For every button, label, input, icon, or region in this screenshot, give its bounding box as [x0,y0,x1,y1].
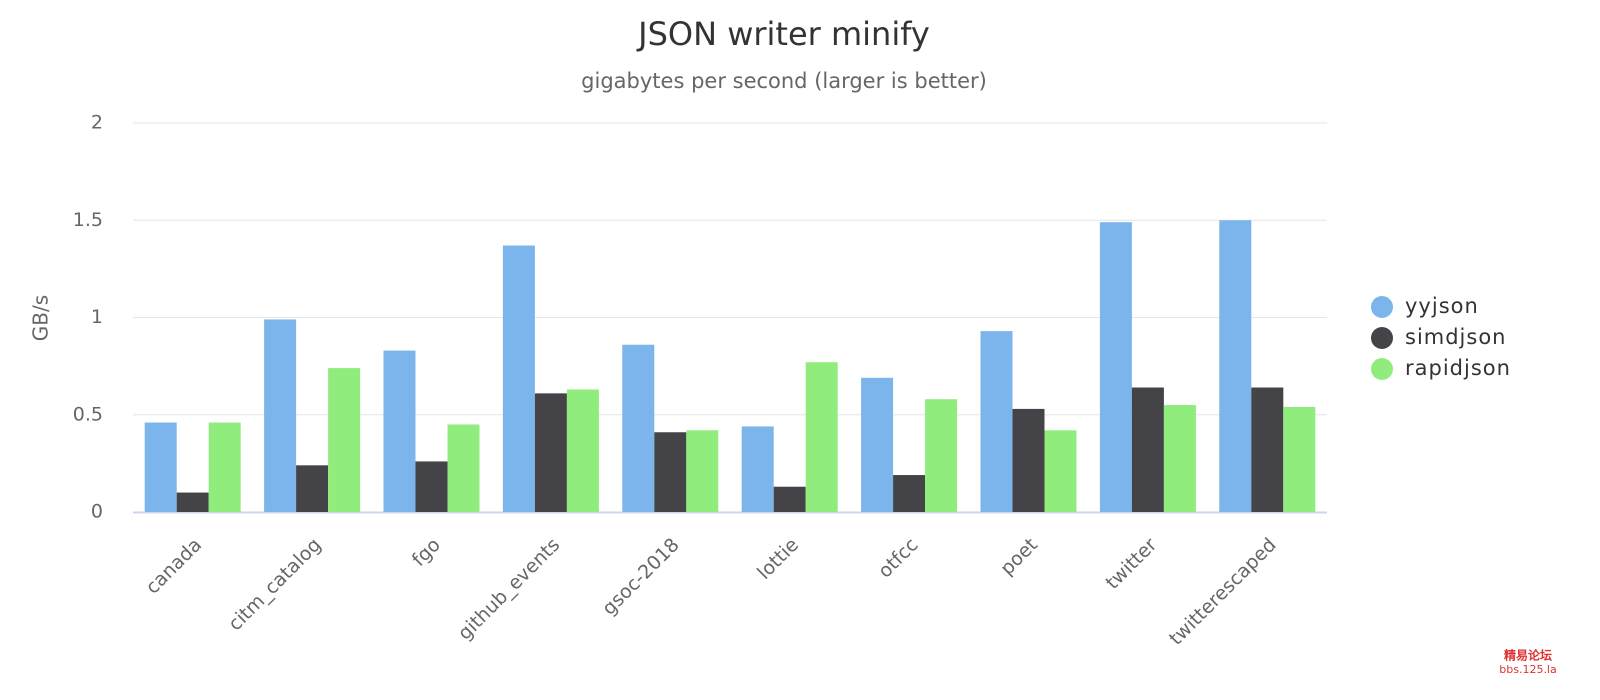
watermark: 精易论坛 [1504,648,1552,663]
bar [383,350,416,512]
x-tick-label: fgo [408,534,445,571]
x-tick-label: citm_catalog [224,534,325,635]
bar [893,475,926,512]
bar [1099,222,1132,512]
x-tick-label: twitter [1101,534,1161,594]
legend-label[interactable]: yyjson [1405,294,1479,318]
bar [502,245,535,512]
bar [296,465,329,512]
x-tick-label: canada [141,534,206,599]
x-tick-label: twitterescaped [1165,534,1281,650]
x-tick-label: github_events [454,534,565,645]
bar [622,344,655,512]
bar [1219,220,1252,512]
x-tick-label: otfcc [874,534,923,583]
bar [415,461,448,512]
bar [566,389,599,512]
bar [773,486,806,512]
bar [1251,387,1284,512]
legend-symbol[interactable] [1371,327,1393,349]
x-tick-label: gsoc-2018 [598,534,684,620]
bar [1283,406,1316,512]
y-tick-label: 0 [91,501,103,523]
x-tick-label: lottie [753,534,803,584]
bar [654,432,687,512]
y-tick-label: 1.5 [73,209,103,231]
y-tick-label: 1 [91,306,103,328]
bar [805,362,838,512]
bar [1012,408,1045,512]
bar [1044,430,1077,512]
x-tick-label: poet [996,534,1042,580]
bar [686,430,719,512]
bar [176,492,209,512]
legend-symbol[interactable] [1371,358,1393,380]
bar [925,399,958,512]
y-tick-label: 0.5 [73,403,103,425]
bar [264,319,297,512]
bar [447,424,480,512]
legend-label[interactable]: rapidjson [1405,356,1511,380]
watermark: bbs.125.la [1499,663,1556,676]
legend-symbol[interactable] [1371,296,1393,318]
bar [534,393,567,512]
bar [1131,387,1164,512]
y-axis-title: GB/s [29,295,53,341]
bar [208,422,241,512]
bar [1163,405,1196,512]
bar [144,422,177,512]
legend-label[interactable]: simdjson [1405,325,1507,349]
bar [980,331,1013,512]
bar [861,377,894,512]
bar [328,368,361,512]
bar [741,426,774,512]
chart-title: JSON writer minify [636,15,930,53]
chart-subtitle: gigabytes per second (larger is better) [581,69,987,93]
y-tick-label: 2 [91,112,103,134]
